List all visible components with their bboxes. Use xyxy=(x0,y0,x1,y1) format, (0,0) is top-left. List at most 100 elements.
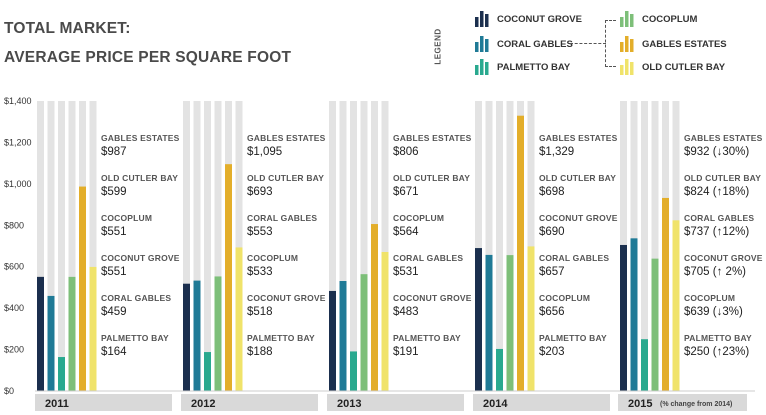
data-label-2014-cocoplum: COCOPLUM $656 xyxy=(539,293,629,318)
data-label-name: GABLES ESTATES xyxy=(684,133,763,143)
bar-2014-palmetto-bay xyxy=(496,348,503,391)
bar-2015-coral-gables xyxy=(630,238,638,391)
legend-swatch-icon xyxy=(475,11,489,27)
data-label-value: $483 xyxy=(393,306,419,318)
legend-connector xyxy=(570,43,606,44)
data-label-2012-palmetto-bay: PALMETTO BAY $188 xyxy=(247,333,337,358)
bar-2013-cocoplum xyxy=(360,274,368,391)
bar-background xyxy=(475,101,482,391)
data-label-value: $188 xyxy=(247,346,273,358)
data-label-value: $698 xyxy=(539,186,565,198)
bar-background xyxy=(360,101,368,391)
data-label-value: $987 xyxy=(101,146,127,158)
data-label-name: GABLES ESTATES xyxy=(247,133,326,143)
data-label-2014-gables-estates: GABLES ESTATES $1,329 xyxy=(539,133,629,158)
data-label-name: CORAL GABLES xyxy=(393,253,464,263)
bar-2012-gables-estates xyxy=(225,164,232,391)
year-label: 2011 xyxy=(45,398,69,410)
legend-text: CORAL GABLES xyxy=(497,38,573,50)
data-label-name: OLD CUTLER BAY xyxy=(101,173,179,183)
data-label-name: GABLES ESTATES xyxy=(393,133,472,143)
data-label-value: $564 xyxy=(393,226,419,238)
data-label-name: GABLES ESTATES xyxy=(101,133,180,143)
bar-2012-coconut-grove xyxy=(183,283,190,391)
bar-background xyxy=(68,101,76,391)
data-label-name: PALMETTO BAY xyxy=(101,333,169,343)
data-label-2013-old-cutler-bay: OLD CUTLER BAY $671 xyxy=(393,173,483,198)
bar-background xyxy=(214,101,222,391)
data-label-name: COCOPLUM xyxy=(247,253,299,263)
data-label-2014-coconut-grove: COCONUT GROVE $690 xyxy=(539,213,629,238)
legend-bracket xyxy=(605,20,616,67)
data-label-value: $671 xyxy=(393,186,419,198)
bar-2014-coconut-grove xyxy=(475,248,482,391)
legend-item-gables-estates: GABLES ESTATES xyxy=(620,36,727,52)
data-label-2015-coral-gables: CORAL GABLES $737 (↑12%) xyxy=(684,213,766,238)
data-label-2011-coconut-grove: COCONUT GROVE $551 xyxy=(101,253,191,278)
year-band xyxy=(618,394,747,411)
data-label-value: $639 (↓3%) xyxy=(684,306,743,318)
data-label-2015-coconut-grove: COCONUT GROVE $705 (↑ 2%) xyxy=(684,253,766,278)
data-label-2013-gables-estates: GABLES ESTATES $806 xyxy=(393,133,483,158)
legend-swatch-icon xyxy=(475,59,489,75)
data-label-2013-cocoplum: COCOPLUM $564 xyxy=(393,213,483,238)
data-label-2015-old-cutler-bay: OLD CUTLER BAY $824 (↑18%) xyxy=(684,173,766,198)
bar-background xyxy=(204,101,211,391)
data-label-name: COCOPLUM xyxy=(393,213,445,223)
bar-background xyxy=(350,101,357,391)
data-label-name: PALMETTO BAY xyxy=(393,333,461,343)
legend-item-coconut-grove: COCONUT GROVE xyxy=(475,11,582,27)
data-label-2012-coral-gables: CORAL GABLES $553 xyxy=(247,213,337,238)
y-tick-label: $1,000 xyxy=(4,179,32,189)
bar-background xyxy=(193,101,201,391)
data-label-value: $599 xyxy=(101,186,127,198)
data-label-value: $1,095 xyxy=(247,146,283,158)
bar-2015-gables-estates xyxy=(662,197,669,391)
legend-swatch-icon xyxy=(620,11,634,27)
bar-2011-gables-estates xyxy=(79,186,86,391)
data-label-2015-cocoplum: COCOPLUM $639 (↓3%) xyxy=(684,293,766,318)
data-label-name: PALMETTO BAY xyxy=(684,333,752,343)
bar-background xyxy=(339,101,347,391)
bar-background xyxy=(89,101,97,391)
data-label-name: CORAL GABLES xyxy=(539,253,610,263)
year-label: 2015 xyxy=(628,398,652,410)
bar-2013-old-cutler-bay xyxy=(381,252,389,391)
data-label-value: $553 xyxy=(247,226,273,238)
data-label-name: COCONUT GROVE xyxy=(247,293,326,303)
data-label-value: $459 xyxy=(101,306,127,318)
data-label-name: COCOPLUM xyxy=(539,293,591,303)
data-label-name: COCONUT GROVE xyxy=(684,253,763,263)
bar-2014-coral-gables xyxy=(485,254,493,391)
bar-2013-coconut-grove xyxy=(329,290,336,391)
data-label-name: COCONUT GROVE xyxy=(101,253,180,263)
bar-background xyxy=(496,101,503,391)
legend-item-coral-gables: CORAL GABLES xyxy=(475,36,573,52)
legend-text: COCONUT GROVE xyxy=(497,13,582,25)
bar-background xyxy=(47,101,55,391)
bar-2011-cocoplum xyxy=(68,276,76,391)
data-label-name: COCOPLUM xyxy=(101,213,153,223)
bar-2012-old-cutler-bay xyxy=(235,247,243,391)
data-label-value: $551 xyxy=(101,226,127,238)
year-band xyxy=(473,394,610,411)
bar-2015-old-cutler-bay xyxy=(672,220,680,391)
data-label-2015-gables-estates: GABLES ESTATES $932 (↓30%) xyxy=(684,133,766,158)
y-tick-label: $800 xyxy=(4,220,24,230)
data-label-2013-coral-gables: CORAL GABLES $531 xyxy=(393,253,483,278)
bar-background xyxy=(527,101,535,391)
legend-text: PALMETTO BAY xyxy=(497,61,571,73)
bar-2015-palmetto-bay xyxy=(641,339,648,391)
bar-background xyxy=(381,101,389,391)
bar-2011-coconut-grove xyxy=(37,276,44,391)
y-tick-label: $600 xyxy=(4,262,24,272)
legend-item-palmetto-bay: PALMETTO BAY xyxy=(475,59,570,75)
bar-2012-cocoplum xyxy=(214,276,222,391)
bar-2013-palmetto-bay xyxy=(350,351,357,391)
bar-background xyxy=(235,101,243,391)
data-label-2014-palmetto-bay: PALMETTO BAY $203 xyxy=(539,333,629,358)
data-label-2011-gables-estates: GABLES ESTATES $987 xyxy=(101,133,191,158)
data-label-value: $737 (↑12%) xyxy=(684,226,750,238)
legend-swatch-icon xyxy=(620,36,634,52)
